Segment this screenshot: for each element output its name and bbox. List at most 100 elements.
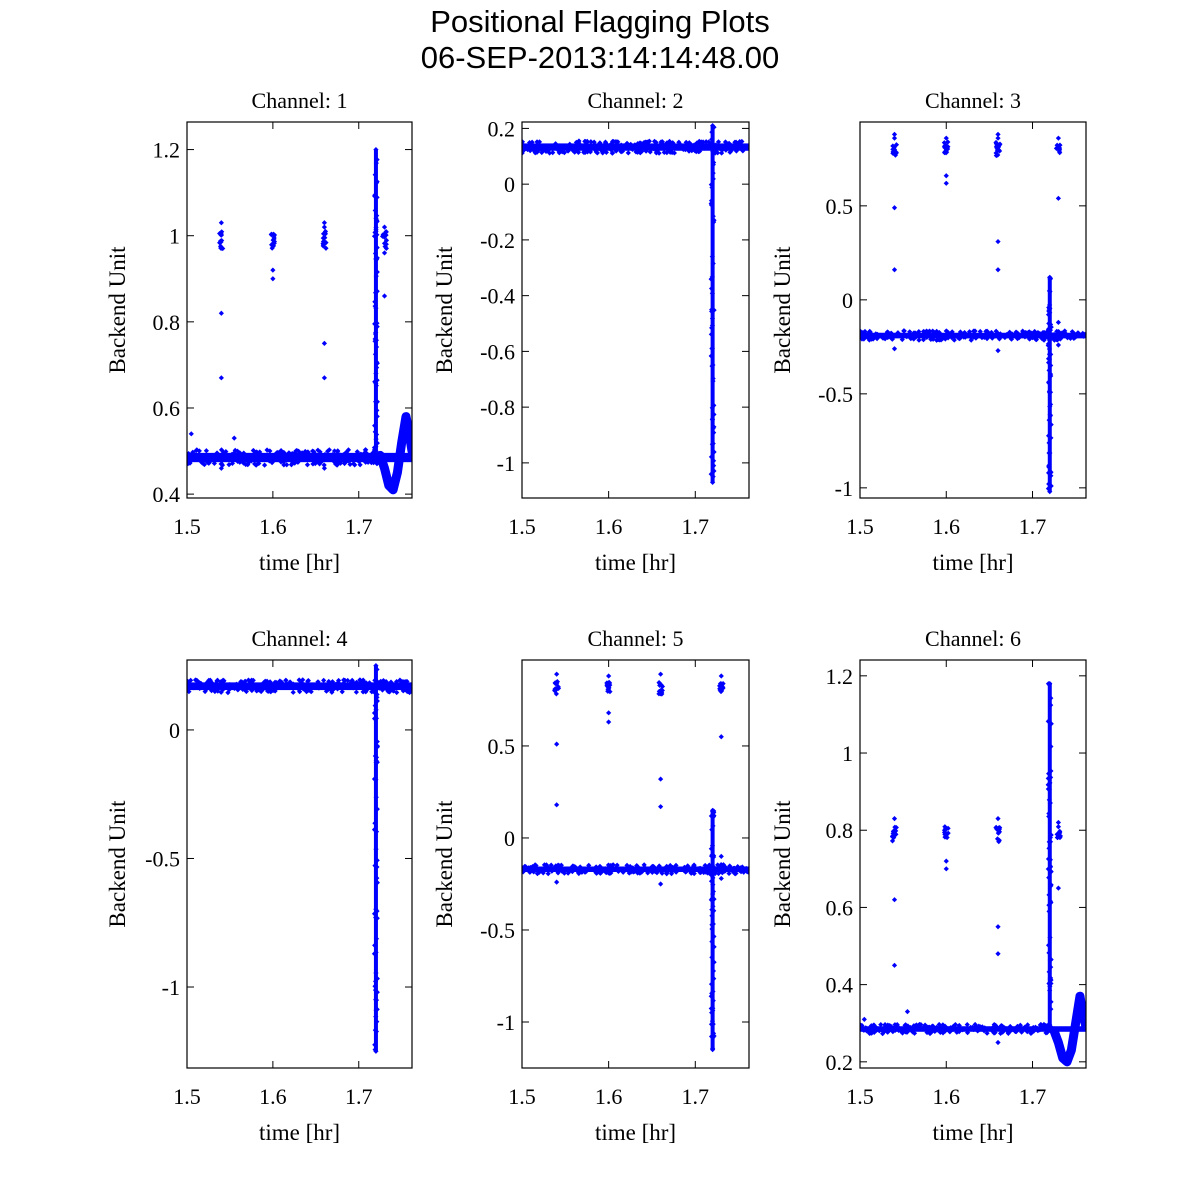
y-tick-label: -1 (835, 476, 853, 501)
cluster-point (656, 691, 662, 697)
baseline-point (555, 862, 561, 868)
baseline-point (234, 685, 241, 692)
spike-point (1048, 473, 1054, 479)
baseline-point (886, 1025, 892, 1031)
baseline-point (579, 144, 585, 150)
baseline-point (188, 677, 194, 683)
baseline-point (265, 452, 271, 458)
baseline-point (331, 458, 337, 464)
spike-point (710, 888, 716, 895)
baseline-point (602, 148, 608, 154)
baseline-point (241, 450, 247, 456)
baseline-point (355, 457, 362, 463)
baseline-point (211, 460, 217, 466)
spike-point (709, 853, 715, 859)
spike-point (1046, 433, 1052, 439)
subplot-channel-1: 1.5 1.6 1.7 0.4 0.6 0.8 1 1.2 Channel: 1 time [hr… (105, 88, 413, 575)
spike-point (1046, 440, 1052, 446)
baseline-point (278, 679, 285, 685)
spike-point (1048, 768, 1054, 774)
outlier-point (658, 776, 664, 782)
baseline-point (635, 867, 641, 873)
spike-point (1048, 899, 1054, 906)
baseline-point (877, 332, 883, 338)
cluster-point (993, 150, 999, 156)
spike-point (708, 1021, 715, 1027)
spike-point (711, 411, 717, 418)
baseline-point (261, 679, 267, 686)
outlier-point (658, 671, 664, 677)
baseline-point (265, 455, 272, 461)
outlier-point (995, 924, 1001, 930)
baseline-point (935, 336, 942, 343)
spike-point (373, 359, 380, 365)
baseline-point (294, 685, 301, 691)
cluster-point (269, 242, 275, 248)
baseline-point (556, 143, 563, 149)
baseline-point (633, 865, 639, 871)
baseline-point (946, 330, 952, 337)
spike-point (371, 710, 378, 716)
baseline-point (383, 679, 389, 685)
spike-point (710, 864, 716, 870)
cluster-point (554, 681, 560, 687)
outlier-point (1055, 195, 1061, 201)
baseline-point (328, 452, 334, 459)
baseline-point (929, 1023, 935, 1029)
spike-point (709, 954, 715, 960)
baseline-point (323, 688, 330, 694)
outlier-point (718, 853, 724, 859)
baseline-point (994, 333, 1000, 339)
spike-point (1048, 964, 1054, 970)
cluster-point (383, 229, 389, 235)
cluster-point (554, 679, 560, 685)
baseline-point (545, 871, 551, 877)
spike-point (710, 1034, 716, 1041)
spike-point (374, 232, 380, 238)
y-tick-label: 0.4 (153, 482, 181, 507)
spike-point (1047, 371, 1054, 377)
spike-point (374, 880, 380, 886)
baseline-point (614, 144, 620, 150)
baseline-point (223, 682, 229, 689)
baseline-point (275, 455, 281, 461)
cluster-point (656, 679, 662, 686)
baseline-point (235, 458, 241, 464)
y-tick-label: 0.5 (488, 734, 516, 759)
outlier-point (891, 205, 898, 211)
subplot-channel-5: 1.5 1.6 1.7 0.5 0 -0.5 -1 Channel: 5 time [hr] Ba… (432, 626, 750, 1145)
baseline-point (539, 149, 545, 156)
data-points (187, 663, 412, 1054)
baseline-point (543, 862, 550, 868)
spike-point (374, 288, 380, 294)
spike-point (372, 978, 379, 984)
spike-point (1045, 312, 1052, 318)
cluster-point (717, 682, 723, 689)
baseline-point (1028, 1030, 1034, 1037)
y-tick-label: 1 (169, 224, 180, 249)
baseline-point (369, 683, 376, 689)
spike-point (373, 370, 379, 377)
spike-point (372, 299, 378, 305)
spike-point (373, 777, 379, 783)
baseline-point (988, 332, 994, 339)
spike-point (374, 218, 380, 225)
spike-point (1047, 957, 1053, 963)
baseline-point (976, 1027, 982, 1033)
baseline-point (203, 448, 210, 454)
baseline-point (667, 862, 673, 869)
baseline-point (571, 864, 577, 870)
spike-point (1048, 483, 1054, 489)
baseline-point (532, 150, 538, 156)
cluster-point (995, 830, 1001, 836)
baseline-point (300, 677, 306, 683)
baseline-point (1054, 334, 1060, 341)
outlier-point (718, 673, 724, 679)
cluster-point (320, 238, 327, 245)
axes-frame (186, 121, 413, 499)
baseline-point (591, 139, 597, 145)
baseline-point (284, 462, 290, 468)
baseline-point (1024, 333, 1030, 339)
spike-point (374, 440, 380, 446)
spike-point (373, 794, 379, 800)
